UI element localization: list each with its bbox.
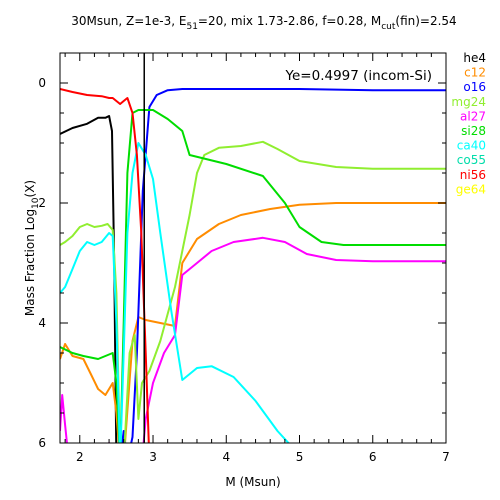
plot-frame: [59, 52, 447, 444]
y-tick-label: 2: [38, 196, 46, 210]
x-tick-label: 3: [149, 450, 157, 464]
chart-title: 30Msun, Z=1e-3, E51=20, mix 1.73-2.86, f…: [71, 14, 456, 32]
x-tick-label: 5: [296, 450, 304, 464]
annotation-ye: Ye=0.4997 (incom-Si): [285, 68, 432, 84]
series-line-o16: [121, 88, 446, 443]
legend-entry-ca40: ca40: [457, 139, 486, 153]
y-tick-label: 4: [38, 316, 46, 330]
series-line-c12: [60, 202, 446, 443]
legend-entry-al27: al27: [460, 109, 486, 123]
y-axis-title: Mass Fraction Log10(X): [23, 180, 41, 316]
y-tick-label: 0: [38, 76, 46, 90]
legend-entry-si28: si28: [461, 124, 486, 138]
series-line-he4: [60, 115, 118, 443]
axis-ticks: 2 3 4 5 6 7 0 2 4 6: [38, 52, 450, 464]
series-line-mg24: [60, 140, 446, 443]
legend-entry-ni56: ni56: [460, 168, 486, 182]
legend-entry-c12: c12: [464, 66, 486, 80]
x-tick-label: 2: [76, 450, 84, 464]
series-layer: [60, 88, 446, 443]
x-tick-label: 7: [442, 450, 450, 464]
y-tick-label: 6: [38, 436, 46, 450]
legend-entry-co55: co55: [457, 153, 486, 167]
series-line-al27: [60, 236, 446, 443]
legend-entry-mg24: mg24: [451, 95, 486, 109]
x-axis-title: M (Msun): [225, 475, 280, 489]
x-tick-label: 4: [222, 450, 230, 464]
series-line-ni56: [60, 88, 150, 443]
legend-entry-o16: o16: [463, 80, 486, 94]
legend-entry-ge64: ge64: [456, 182, 486, 196]
x-tick-label: 6: [369, 450, 377, 464]
legend-entry-he4: he4: [463, 51, 486, 65]
series-line-ca40: [60, 142, 290, 443]
series-line-si28: [60, 109, 446, 443]
